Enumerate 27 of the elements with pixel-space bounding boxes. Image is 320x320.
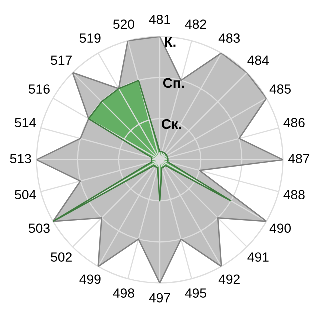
- spoke-label: 514: [15, 118, 36, 128]
- spoke-label: 492: [218, 274, 240, 284]
- spoke-label: 502: [51, 252, 72, 262]
- spoke-label: 497: [149, 293, 170, 303]
- spoke-label: 484: [248, 56, 270, 66]
- spoke-label: 503: [28, 224, 50, 234]
- spoke-label: 481: [149, 15, 170, 24]
- spoke-label: 486: [284, 118, 305, 128]
- y-tick-label: К.: [165, 37, 176, 47]
- spoke-label: 491: [248, 252, 269, 262]
- spoke-label: 499: [80, 274, 101, 284]
- spoke-label: 485: [270, 84, 291, 94]
- spoke-label: 517: [51, 56, 72, 66]
- spoke-label: 488: [284, 190, 305, 200]
- spoke-label: 487: [288, 154, 310, 164]
- spoke-label: 504: [15, 190, 36, 200]
- spoke-label: 483: [218, 34, 240, 44]
- spoke-label: 498: [113, 288, 134, 298]
- spoke-label: 520: [114, 20, 134, 30]
- spoke-label: 495: [185, 288, 206, 298]
- y-tick-label: Сп.: [163, 78, 184, 88]
- spoke-label: 516: [28, 84, 50, 94]
- spoke-label: 513: [10, 154, 32, 164]
- spoke-label: 482: [185, 20, 206, 30]
- y-tick-label: Ск.: [162, 119, 182, 130]
- spoke-label: 519: [80, 34, 101, 44]
- spoke-label: 490: [270, 224, 292, 234]
